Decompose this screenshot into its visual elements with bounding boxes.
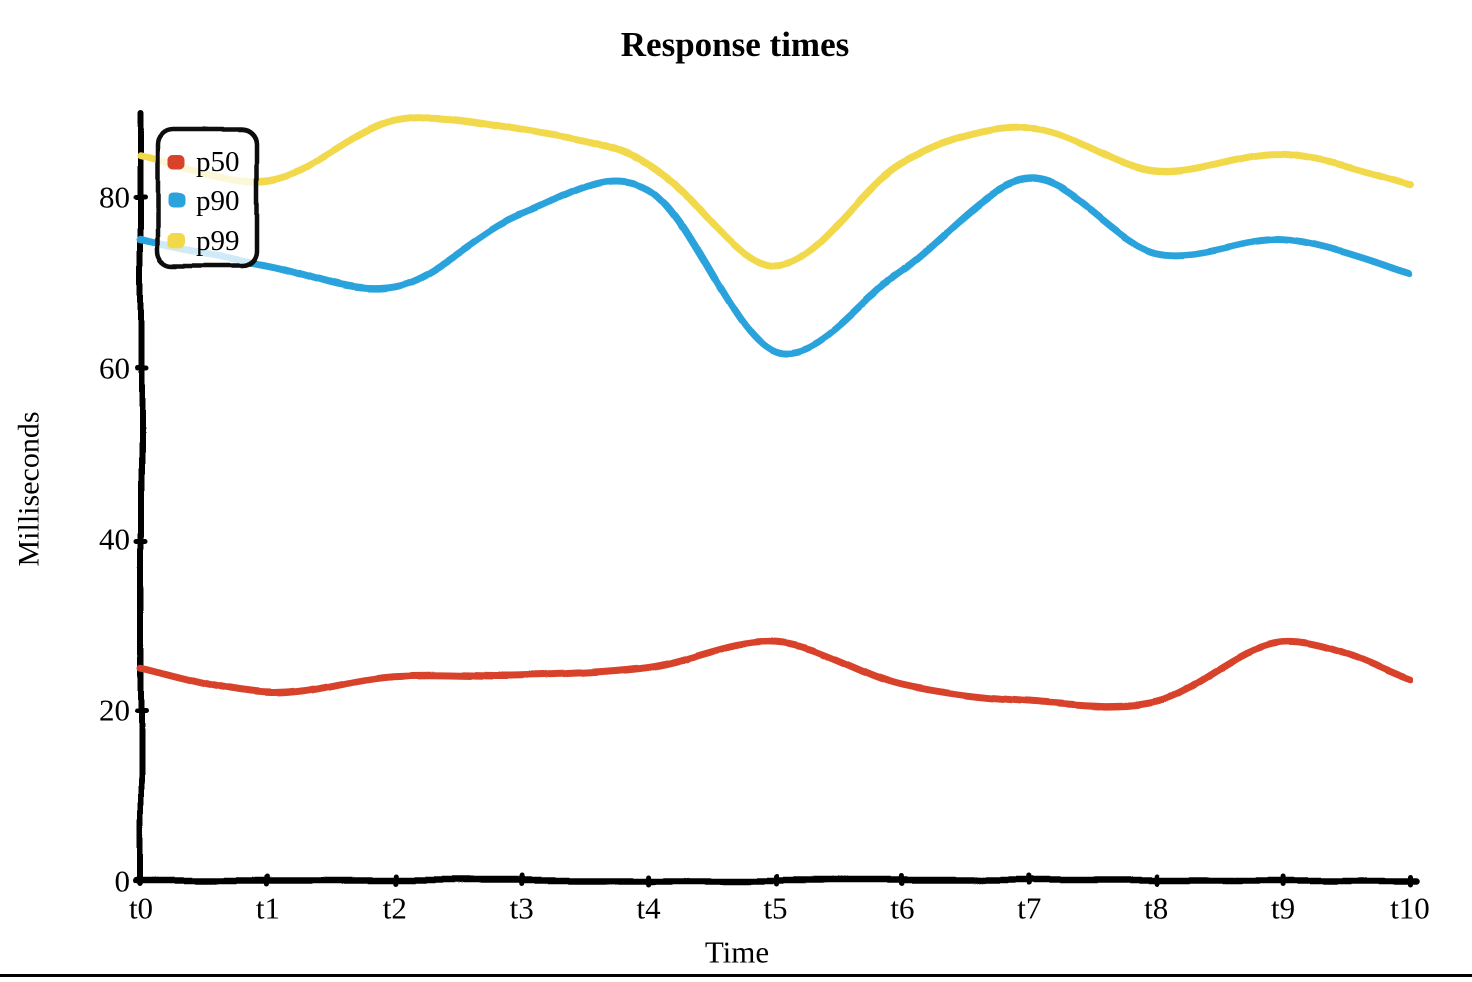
x-tick-label: t1 xyxy=(256,891,280,926)
x-tick-label: t10 xyxy=(1390,891,1430,926)
x-tick-label: t4 xyxy=(637,891,662,926)
legend-label-p90: p90 xyxy=(196,185,240,217)
x-tick-label: t3 xyxy=(510,891,534,926)
chart-title: Response times xyxy=(621,25,849,64)
y-tick-label: 60 xyxy=(99,351,130,386)
y-tick-labels: 0 20 40 60 80 xyxy=(99,180,130,899)
y-tick-label: 20 xyxy=(99,693,130,728)
axes xyxy=(134,109,1420,887)
series-p99-line xyxy=(137,113,1414,269)
x-tick-label: t5 xyxy=(763,891,787,926)
series-p50-line xyxy=(137,637,1414,711)
x-tick-label: t6 xyxy=(890,891,914,926)
y-tick-label: 40 xyxy=(99,522,130,557)
legend-swatch-p90 xyxy=(168,193,186,208)
x-tick-label: t2 xyxy=(383,891,407,926)
legend-swatch-p99 xyxy=(168,233,186,248)
x-tick-label: t7 xyxy=(1017,891,1041,926)
x-tick-label: t8 xyxy=(1144,891,1168,926)
bottom-border xyxy=(0,974,1472,977)
y-tick-label: 0 xyxy=(115,864,131,899)
x-tick-label: t9 xyxy=(1271,891,1295,926)
legend-swatch-p50 xyxy=(168,154,186,169)
x-tick-labels: t0 t1 t2 t3 t4 t5 t6 t7 t8 t9 t10 xyxy=(129,891,1430,926)
y-tick-label: 80 xyxy=(99,180,130,215)
y-axis-title: Milliseconds xyxy=(13,412,46,567)
x-axis-title: Time xyxy=(705,935,769,970)
legend-label-p50: p50 xyxy=(196,146,240,178)
x-tick-label: t0 xyxy=(129,891,153,926)
series-p90-line xyxy=(137,176,1414,357)
legend-label-p99: p99 xyxy=(196,225,240,257)
series-lines xyxy=(137,113,1414,711)
